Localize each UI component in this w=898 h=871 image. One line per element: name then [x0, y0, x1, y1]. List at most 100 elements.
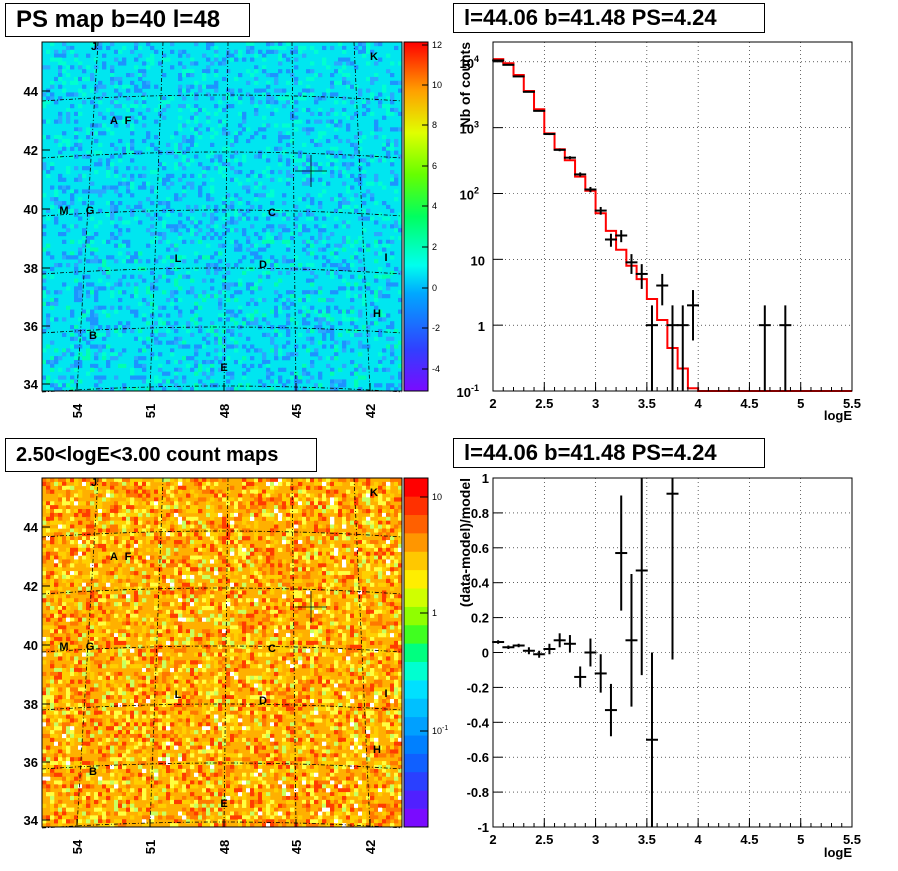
y-tick-label: 34 [24, 813, 39, 828]
y-tick-label: 1 [482, 471, 489, 486]
y-tick-label: 40 [24, 202, 38, 217]
x-tick-label: 3.5 [638, 832, 656, 847]
x-tick-label: 51 [143, 404, 158, 418]
ps-colorbar [403, 41, 429, 392]
x-tick-label: 54 [70, 839, 85, 854]
source-label-C: C [268, 643, 276, 655]
longitude-line [149, 41, 164, 392]
y-tick-label: 36 [24, 319, 38, 334]
count-map-axes: 54 51 48 45 42 44 42 40 38 36 34 [24, 520, 378, 854]
x-tick-label: 3 [592, 832, 599, 847]
longitude-line [76, 41, 99, 392]
count-colorbar [403, 477, 429, 828]
x-tick-label: 51 [143, 840, 158, 854]
y-tick-label: 36 [24, 755, 38, 770]
spectrum-frame [492, 41, 853, 392]
x-tick-label: 48 [217, 840, 232, 854]
ps-colorbar-ticks: 12 10 8 6 4 2 0 -2 -4 [422, 40, 442, 374]
x-tick-label: 5 [797, 396, 804, 411]
source-label-G: G [86, 205, 95, 217]
ps-map-frame [41, 41, 403, 392]
latitude-line [41, 385, 403, 393]
y-tick-label: 42 [24, 143, 38, 158]
colorbar-tick-label: 0 [432, 283, 437, 293]
latitude-line [41, 94, 403, 102]
latitude-line [41, 703, 403, 711]
y-tick-label: 10 [471, 253, 485, 268]
source-label-M: M [59, 641, 68, 653]
x-tick-label: 48 [217, 404, 232, 418]
count-map-coordinate-grid [41, 477, 403, 829]
y-tick-label: 10-1 [457, 383, 479, 400]
x-tick-label: 2 [489, 396, 496, 411]
x-tick-label: 2 [489, 832, 496, 847]
source-label-A: A [110, 115, 118, 127]
x-tick-label: 42 [363, 840, 378, 854]
longitude-line [149, 477, 164, 828]
source-label-B: B [89, 330, 97, 342]
residual-data-series [492, 478, 679, 827]
count-map-source-labels: J K A F M G C L D I H B E [59, 477, 387, 810]
source-label-D: D [259, 259, 267, 271]
longitude-line [76, 477, 99, 828]
colorbar-tick-label: -2 [432, 323, 440, 333]
latitude-line [41, 267, 403, 275]
count-map-title: 2.50<logE<3.00 count maps [5, 438, 317, 472]
spectrum-data-series [492, 59, 792, 391]
x-tick-label: 42 [363, 404, 378, 418]
latitude-line [41, 209, 403, 217]
source-label-A: A [110, 551, 118, 563]
y-tick-label: 44 [24, 520, 39, 535]
x-tick-label: 5.5 [843, 832, 861, 847]
y-tick-label: 42 [24, 579, 38, 594]
source-label-F: F [125, 115, 132, 127]
source-label-H: H [373, 308, 381, 320]
count-map-frame [41, 477, 403, 828]
source-label-F: F [125, 551, 132, 563]
source-label-D: D [259, 695, 267, 707]
colorbar-tick-label: 12 [432, 40, 442, 50]
y-tick-label: -1 [477, 820, 489, 835]
colorbar-tick-label: 8 [432, 120, 437, 130]
y-tick-label: -0.8 [467, 785, 489, 800]
longitude-line [353, 41, 371, 392]
latitude-line [41, 530, 403, 538]
y-tick-label: 40 [24, 638, 38, 653]
y-tick-label: 0.8 [471, 506, 489, 521]
x-tick-label: 45 [289, 404, 304, 418]
colorbar-tick-label: 2 [432, 242, 437, 252]
count-colorbar-ticks: 10 1 10-1 [420, 492, 448, 736]
colorbar-tick-label: 10 [432, 492, 442, 502]
colorbar-tick-label: 4 [432, 201, 437, 211]
source-label-J: J [91, 477, 97, 489]
latitude-line [41, 762, 403, 770]
y-tick-label: 38 [24, 697, 38, 712]
latitude-line [41, 151, 403, 159]
x-tick-label: 5.5 [843, 396, 861, 411]
source-label-C: C [268, 207, 276, 219]
y-tick-label: 102 [460, 185, 479, 202]
y-tick-label: 0.4 [471, 576, 490, 591]
y-tick-label: -0.4 [467, 715, 490, 730]
source-label-H: H [373, 744, 381, 756]
colorbar-tick-label: 10 [432, 80, 442, 90]
source-label-K: K [370, 51, 378, 63]
source-label-I: I [384, 252, 387, 264]
source-label-B: B [89, 766, 97, 778]
colorbar-tick-label: -4 [432, 364, 440, 374]
colorbar-tick-label: 1 [432, 608, 437, 618]
y-tick-label: 34 [24, 377, 39, 392]
source-label-G: G [86, 641, 95, 653]
x-tick-label: 2.5 [535, 396, 553, 411]
latitude-line [41, 326, 403, 334]
ps-map-axes: 54 51 48 45 42 44 42 40 38 36 34 [24, 84, 378, 418]
y-tick-label: 0 [482, 646, 489, 661]
y-axis-label: Nb of counts [457, 42, 473, 128]
y-axis-label: (data-model)/model [457, 478, 473, 607]
count-colorbar-frame [403, 477, 429, 828]
colorbar-tick-label: 10-1 [432, 725, 448, 736]
